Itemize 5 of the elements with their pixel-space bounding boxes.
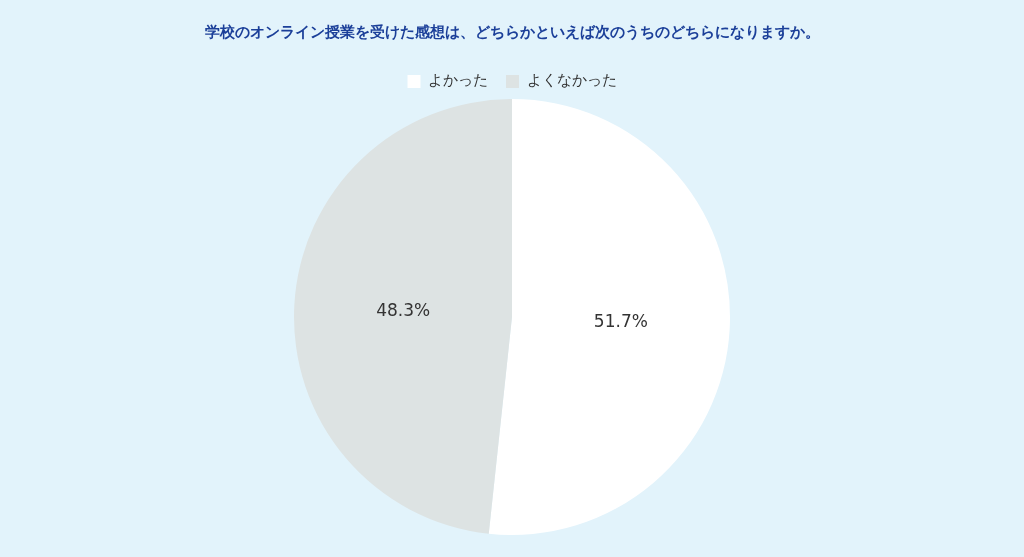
data-label: 51.7%	[593, 311, 648, 332]
chart-title: 学校のオンライン授業を受けた感想は、どちらかといえば次のうちのどちらになりますか。	[204, 22, 820, 41]
data-label: 48.3%	[376, 299, 431, 320]
legend-label: よかった	[428, 71, 488, 90]
legend-label: よくなかった	[526, 71, 617, 90]
